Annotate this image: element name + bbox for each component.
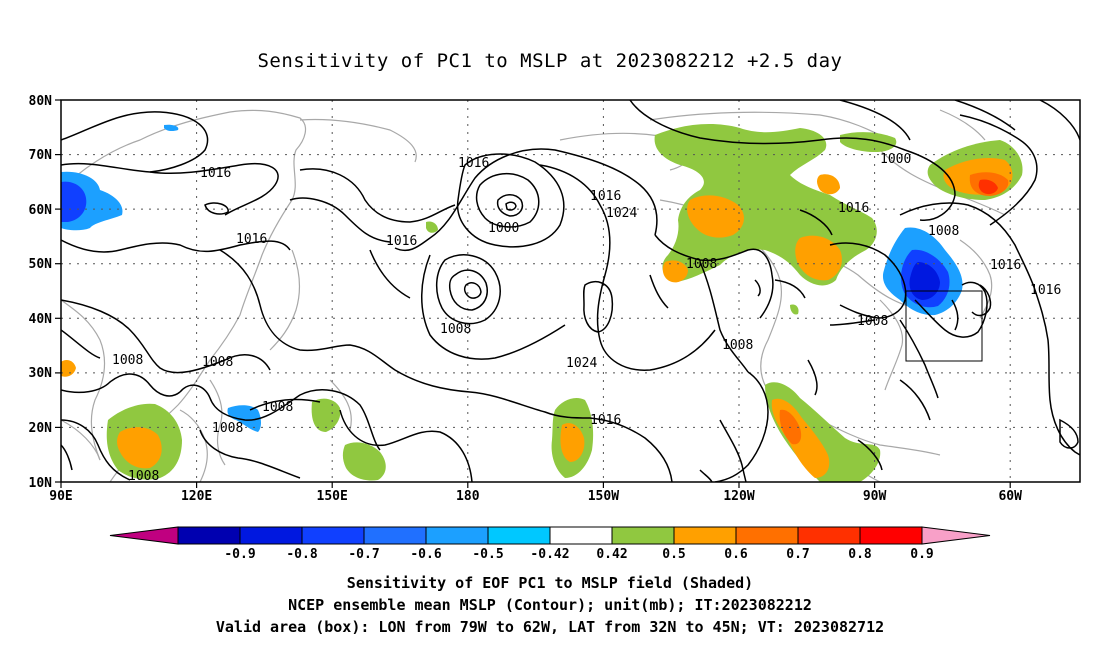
- lon-label: 120E: [181, 489, 212, 504]
- lon-label: 60W: [998, 489, 1022, 504]
- lat-label: 60N: [29, 203, 53, 218]
- lat-label: 50N: [29, 257, 53, 272]
- lon-label: 180: [456, 489, 480, 504]
- latitude-labels: 80N 70N 60N 50N 40N 30N 20N 10N: [29, 94, 53, 491]
- colorbar-min-arrow: [109, 526, 179, 545]
- lat-label: 40N: [29, 312, 53, 327]
- positive-sensitivity-region: [560, 423, 585, 462]
- gridlines: [61, 100, 1080, 482]
- lon-label: 150W: [588, 489, 619, 504]
- valid-area-box: [905, 290, 983, 362]
- positive-sensitivity-region: [790, 304, 799, 315]
- colorbar-max-arrow: [921, 526, 991, 545]
- positive-sensitivity-region: [840, 132, 897, 152]
- contour-label: 1008: [202, 355, 233, 370]
- positive-sensitivity-region: [662, 260, 688, 283]
- contour-label: 1008: [857, 314, 888, 329]
- colorbar-tick-label: -0.5: [472, 547, 503, 562]
- negative-sensitivity-region: [164, 124, 179, 132]
- positive-sensitivity-region: [817, 174, 840, 195]
- colorbar-segment: [611, 526, 675, 545]
- colorbar-segment: [177, 526, 241, 545]
- colorbar-tick-label: 0.6: [724, 547, 748, 562]
- colorbar-segment: [425, 526, 489, 545]
- lon-label: 90W: [863, 489, 887, 504]
- contour-label: 1016: [236, 232, 267, 247]
- contour-label: 1008: [128, 469, 159, 484]
- contour-label: 1016: [590, 189, 621, 204]
- axis-ticks: [55, 99, 1011, 488]
- contour-label: 1008: [928, 224, 959, 239]
- positive-sensitivity-region: [795, 235, 842, 281]
- positive-sensitivity-region: [61, 360, 76, 377]
- colorbar-tick-label: -0.6: [410, 547, 441, 562]
- colorbar-tick-label: -0.42: [530, 547, 569, 562]
- lat-label: 10N: [29, 476, 53, 491]
- lon-label: 120W: [723, 489, 754, 504]
- contour-label: 1008: [440, 322, 471, 337]
- contour-label: 1016: [838, 201, 869, 216]
- lat-label: 20N: [29, 421, 53, 436]
- colorbar-tick-label: 0.42: [596, 547, 627, 562]
- map-frame: [60, 99, 1081, 483]
- colorbar-tick-label: 0.9: [910, 547, 933, 562]
- contour-label: 1016: [590, 413, 621, 428]
- positive-sensitivity-region: [117, 427, 162, 469]
- contour-label: 1008: [112, 353, 143, 368]
- colorbar-tick-label: -0.8: [286, 547, 317, 562]
- contour-labels: 1016 1008 1016 1016 1000 1016 1024 1016 …: [112, 152, 1061, 484]
- positive-sensitivity-region: [765, 382, 881, 482]
- map-title: Sensitivity of PC1 to MSLP at 2023082212…: [257, 50, 843, 72]
- contour-label: 1016: [1030, 283, 1061, 298]
- colorbar-tick-label: 0.5: [662, 547, 685, 562]
- contour-label: 1008: [722, 338, 753, 353]
- contour-label: 1016: [990, 258, 1021, 273]
- contour-label: 1016: [458, 156, 489, 171]
- lat-label: 70N: [29, 148, 53, 163]
- colorbar-tick-label: 0.8: [848, 547, 872, 562]
- colorbar-segment: [797, 526, 861, 545]
- contour-label: 1016: [386, 234, 417, 249]
- lon-label: 90E: [49, 489, 72, 504]
- colorbar-segment: [673, 526, 737, 545]
- colorbar-tick-label: -0.7: [348, 547, 379, 562]
- colorbar-segment: [487, 526, 551, 545]
- contour-label: 1016: [200, 166, 231, 181]
- contour-label: 1008: [686, 257, 717, 272]
- positive-sensitivity-region: [687, 195, 745, 238]
- negative-sensitivity-region: [61, 181, 87, 222]
- longitude-labels: 90E 120E 150E 180 150W 120W 90W 60W: [49, 489, 1022, 504]
- colorbar-segment: [859, 526, 923, 545]
- contour-label: 1008: [262, 400, 293, 415]
- colorbar: -0.9 -0.8 -0.7 -0.6 -0.5 -0.42 0.42 0.5 0.6 0.7 0.…: [109, 526, 991, 562]
- sensitivity-shading: [61, 124, 1023, 482]
- caption-line: Sensitivity of EOF PC1 to MSLP field (Sh…: [346, 574, 754, 592]
- mslp-contours: [61, 100, 1080, 482]
- caption-line: Valid area (box): LON from 79W to 62W, L…: [215, 618, 885, 636]
- negative-sensitivity-region: [227, 405, 261, 432]
- contour-label: 1000: [880, 152, 911, 167]
- colorbar-segment: [301, 526, 365, 545]
- colorbar-segment: [735, 526, 799, 545]
- colorbar-segment: [363, 526, 427, 545]
- positive-sensitivity-region: [978, 179, 998, 195]
- positive-sensitivity-region: [426, 221, 438, 233]
- contour-label: 1008: [212, 421, 243, 436]
- caption-line: NCEP ensemble mean MSLP (Contour); unit(…: [288, 596, 812, 614]
- colorbar-segment: [549, 526, 613, 545]
- lat-label: 80N: [29, 94, 53, 109]
- positive-sensitivity-region: [311, 398, 341, 432]
- colorbar-segment: [239, 526, 303, 545]
- contour-label: 1024: [566, 356, 597, 371]
- contour-label: 1000: [488, 221, 519, 236]
- positive-sensitivity-region: [342, 442, 386, 481]
- colorbar-tick-label: -0.9: [224, 547, 255, 562]
- contour-label: 1024: [606, 206, 637, 221]
- colorbar-tick-label: 0.7: [786, 547, 809, 562]
- lat-label: 30N: [29, 366, 53, 381]
- lon-label: 150E: [317, 489, 348, 504]
- caption-block: Sensitivity of EOF PC1 to MSLP field (Sh…: [0, 572, 1100, 638]
